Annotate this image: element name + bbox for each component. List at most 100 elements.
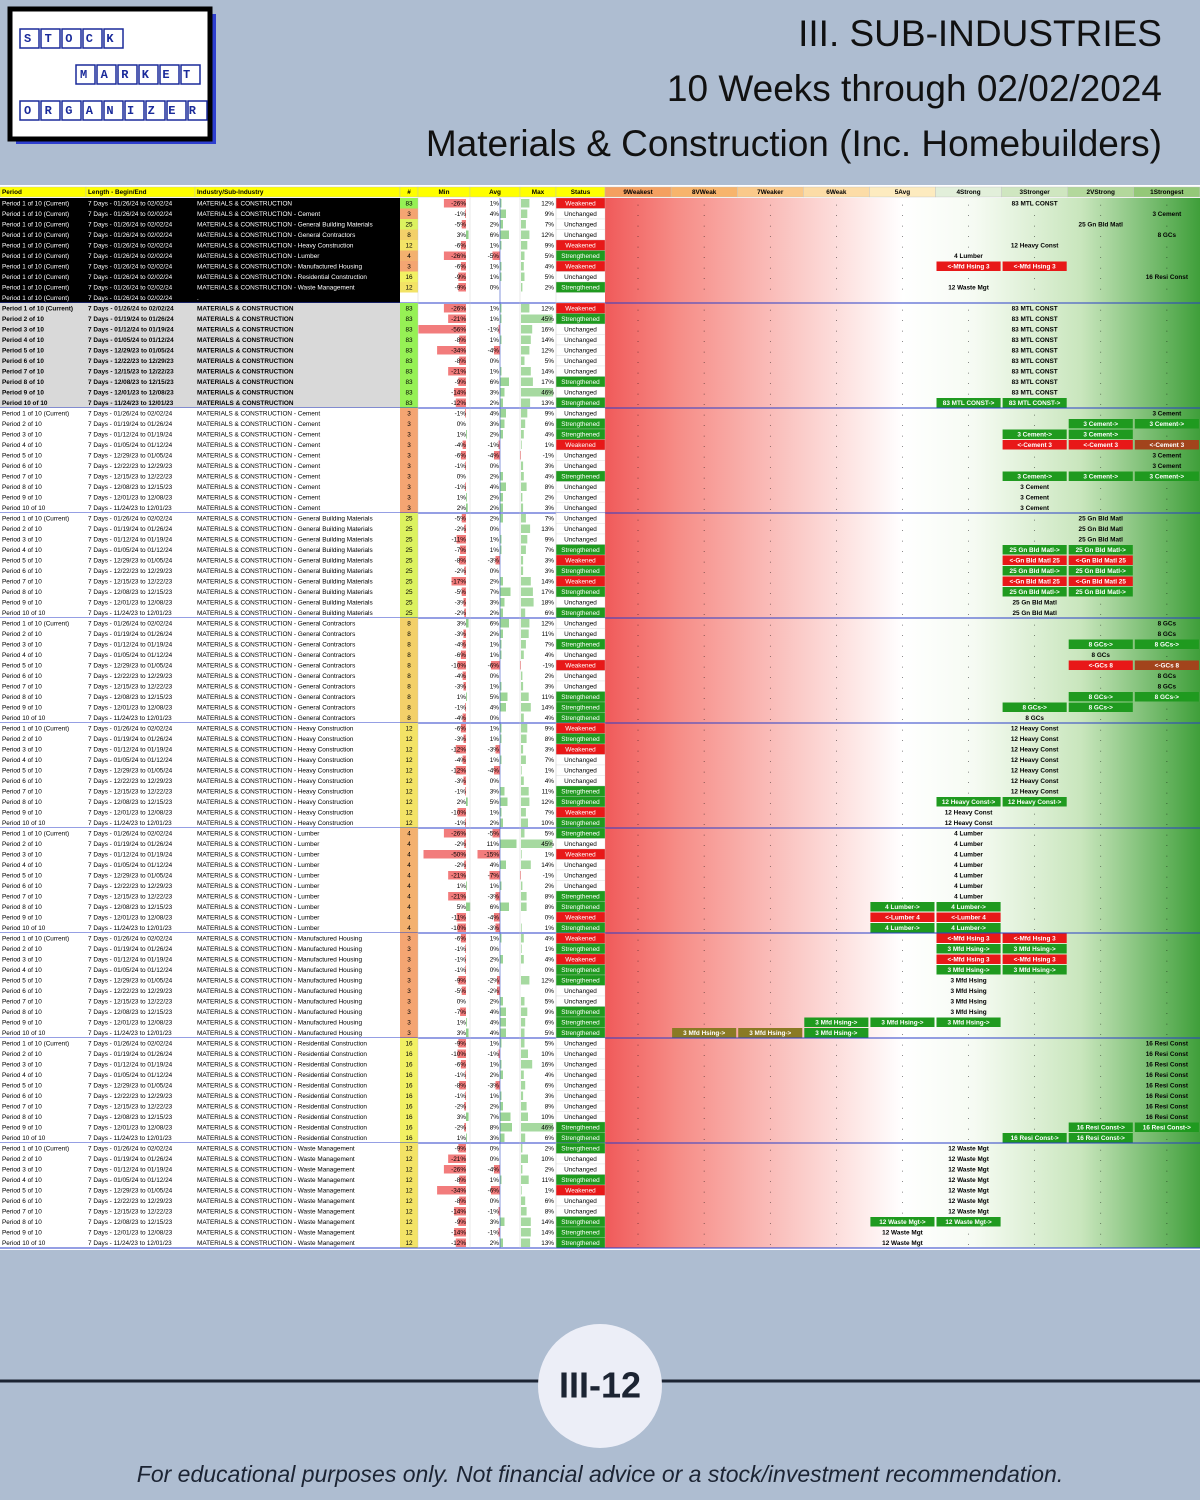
level-dot: . bbox=[637, 1103, 639, 1110]
min-bar bbox=[465, 787, 466, 796]
level-dot: . bbox=[902, 956, 904, 963]
level-dot: . bbox=[835, 274, 837, 281]
avg-bar bbox=[500, 1070, 503, 1079]
count-cell bbox=[400, 1006, 418, 1017]
count: 4 bbox=[407, 862, 411, 869]
max-bar bbox=[521, 976, 530, 985]
avg-value: 2% bbox=[490, 515, 500, 522]
level-dot: . bbox=[637, 1219, 639, 1226]
footer: For educational purposes only. Not finan… bbox=[137, 1461, 1063, 1487]
level-dot: . bbox=[835, 442, 837, 449]
level-dot: . bbox=[1166, 956, 1168, 963]
min-bar bbox=[466, 797, 468, 806]
row-label: Period 6 of 10 bbox=[2, 1093, 42, 1100]
level-dot: . bbox=[968, 410, 970, 417]
level-label: 83 MTL CONST bbox=[1012, 337, 1058, 344]
row-label-bg bbox=[0, 534, 400, 545]
row-label: MATERIALS & CONSTRUCTION - General Contr… bbox=[197, 641, 355, 648]
level-dot: . bbox=[902, 704, 904, 711]
level-label: 12 Heavy Const bbox=[1011, 746, 1059, 753]
row-label: 7 Days - 01/19/24 to 01/26/24 bbox=[88, 631, 173, 638]
level-label: 8 GCs-> bbox=[1155, 694, 1180, 701]
row-label: 7 Days - 11/24/23 to 12/01/23 bbox=[88, 1030, 172, 1037]
max-bar bbox=[520, 451, 521, 460]
count: 16 bbox=[405, 1135, 413, 1142]
level-dot: . bbox=[769, 841, 771, 848]
level-dot: . bbox=[835, 757, 837, 764]
min-value: -8% bbox=[455, 1198, 467, 1205]
level-dot: . bbox=[968, 305, 970, 312]
level-dot: . bbox=[769, 599, 771, 606]
level-dot: . bbox=[769, 998, 771, 1005]
level-dot: . bbox=[703, 1219, 705, 1226]
count: 25 bbox=[405, 568, 413, 575]
max-value: 9% bbox=[545, 1009, 555, 1016]
level-dot: . bbox=[1100, 683, 1102, 690]
count-cell bbox=[400, 397, 418, 408]
row-label-bg bbox=[0, 513, 400, 524]
min-bar bbox=[462, 755, 466, 764]
level-dot: . bbox=[637, 904, 639, 911]
level-dot: . bbox=[1034, 872, 1036, 879]
max-bar bbox=[521, 629, 529, 638]
count-cell bbox=[400, 1017, 418, 1028]
row-label-bg bbox=[0, 1027, 400, 1038]
row-label: 7 Days - 01/26/24 to 02/02/24 bbox=[88, 830, 173, 837]
avg-value: 1% bbox=[490, 337, 500, 344]
min-value: -6% bbox=[455, 242, 467, 249]
row-label: MATERIALS & CONSTRUCTION - General Contr… bbox=[197, 620, 355, 627]
level-dot: . bbox=[769, 232, 771, 239]
level-label: <-Gn Bld Matl 25 bbox=[1076, 578, 1127, 585]
min-bar bbox=[459, 1081, 466, 1090]
min-value: -17% bbox=[451, 578, 466, 585]
level-dot: . bbox=[1034, 1145, 1036, 1152]
level-dot: . bbox=[769, 452, 771, 459]
min-value: -3% bbox=[455, 599, 467, 606]
max-bar bbox=[521, 566, 524, 575]
level-label: <-Lumber 4 bbox=[951, 914, 986, 921]
level-dot: . bbox=[703, 557, 705, 564]
max-bar bbox=[521, 640, 526, 649]
level-dot: . bbox=[902, 1040, 904, 1047]
level-dot: . bbox=[1100, 967, 1102, 974]
avg-value: 1% bbox=[490, 1177, 500, 1184]
level-dot: . bbox=[703, 263, 705, 270]
count-cell bbox=[400, 807, 418, 818]
level-dot: . bbox=[835, 211, 837, 218]
level-dot: . bbox=[968, 715, 970, 722]
row-label-bg bbox=[0, 460, 400, 471]
level-dot: . bbox=[1166, 253, 1168, 260]
level-dot: . bbox=[703, 1240, 705, 1247]
row-label-bg bbox=[0, 250, 400, 261]
row-label: MATERIALS & CONSTRUCTION - Heavy Constru… bbox=[197, 788, 354, 795]
row-label-bg bbox=[0, 628, 400, 639]
avg-bar bbox=[500, 272, 502, 281]
max-value: 5% bbox=[545, 830, 555, 837]
row-label: Period 2 of 10 bbox=[2, 316, 44, 323]
max-bar bbox=[521, 503, 524, 512]
avg-bar bbox=[500, 304, 502, 313]
row-label-bg bbox=[0, 880, 400, 891]
level-dot: . bbox=[1166, 1229, 1168, 1236]
row-label: MATERIALS & CONSTRUCTION - General Build… bbox=[197, 515, 373, 522]
level-dot: . bbox=[1034, 1040, 1036, 1047]
max-bar bbox=[521, 304, 530, 313]
level-dot: . bbox=[703, 662, 705, 669]
max-bar bbox=[521, 440, 522, 449]
row-label: MATERIALS & CONSTRUCTION - Waste Managem… bbox=[197, 1156, 355, 1163]
count: 3 bbox=[407, 431, 411, 438]
min-bar bbox=[466, 493, 467, 502]
level-dot: . bbox=[902, 557, 904, 564]
level-dot: . bbox=[1034, 851, 1036, 858]
level-label: 12 Waste Mgt-> bbox=[879, 1219, 926, 1226]
count: 3 bbox=[407, 211, 411, 218]
min-bar bbox=[443, 304, 466, 313]
count: 3 bbox=[407, 946, 411, 953]
avg-value: 0% bbox=[490, 715, 500, 722]
level-marker bbox=[1002, 545, 1067, 555]
level-dot: . bbox=[769, 662, 771, 669]
level-dot: . bbox=[835, 610, 837, 617]
level-marker bbox=[1002, 797, 1067, 807]
level-dot: . bbox=[703, 967, 705, 974]
min-bar bbox=[464, 608, 466, 617]
